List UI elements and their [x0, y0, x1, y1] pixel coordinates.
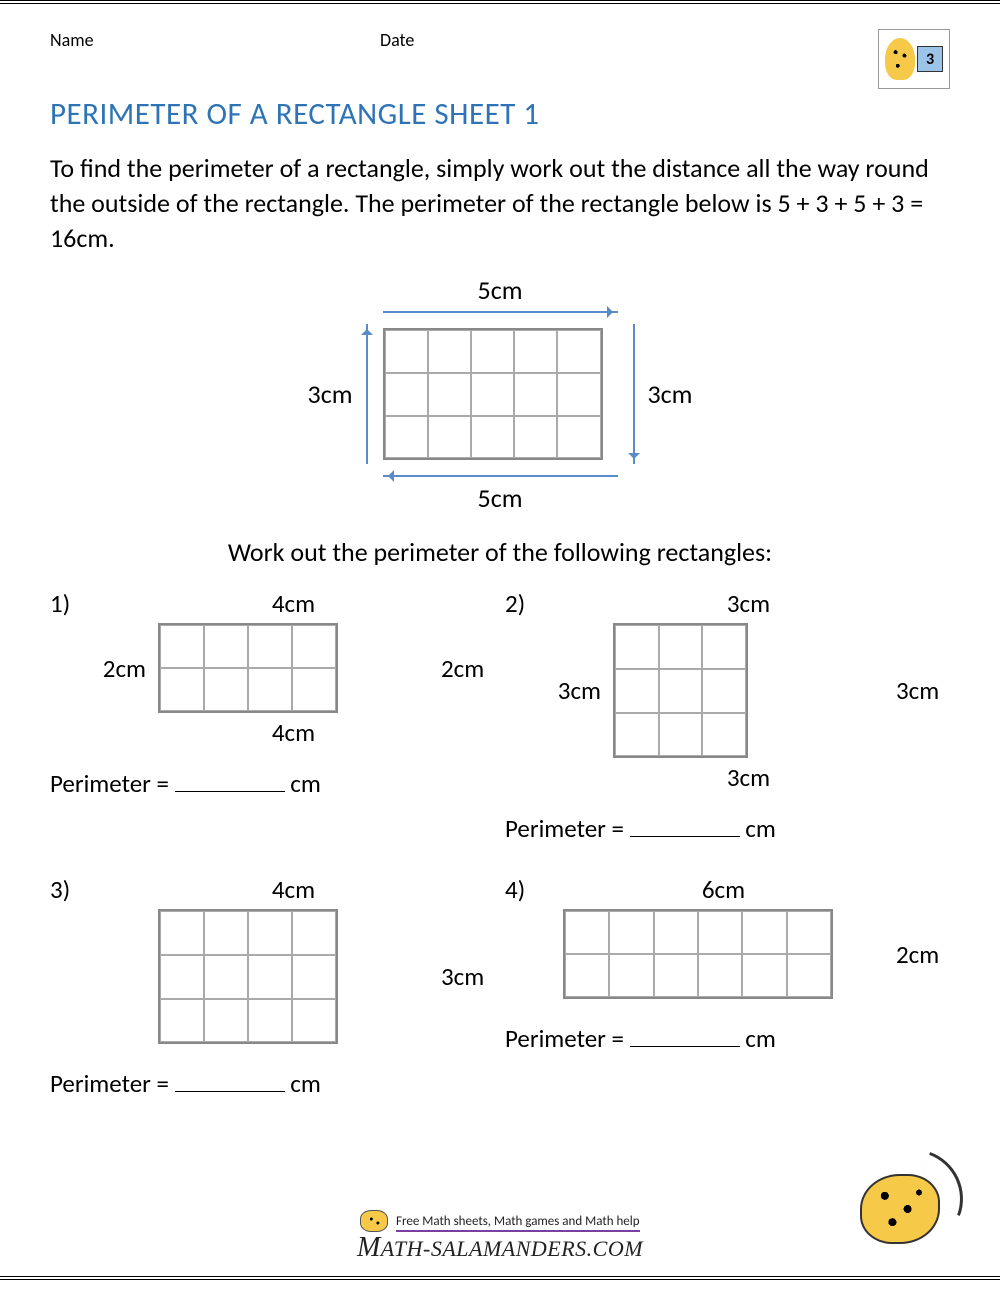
- example-top-label: 5cm: [383, 274, 618, 306]
- answer-blank[interactable]: [630, 1046, 740, 1047]
- answer-prefix: Perimeter =: [505, 1023, 630, 1054]
- problem-4: 4) 6cm 2cm Perimeter = cm: [505, 874, 950, 1099]
- dim-bottom: 4cm: [158, 717, 429, 748]
- problem-number: 1): [50, 588, 86, 619]
- answer-line: Perimeter = cm: [505, 813, 950, 844]
- footer-brand-text: ATH-SALAMANDERS.COM: [381, 1236, 643, 1261]
- problem-number: 4): [505, 874, 541, 905]
- problem-number: 2): [505, 588, 541, 619]
- answer-line: Perimeter = cm: [50, 768, 495, 799]
- brand-logo: 3: [878, 29, 950, 89]
- example-left-label: 3cm: [308, 378, 353, 410]
- answer-prefix: Perimeter =: [505, 813, 630, 844]
- problems-grid: 1) 4cm 2cm 2cm 4cm Perimeter = cm: [50, 588, 950, 1099]
- date-label: Date: [380, 29, 878, 51]
- dim-top: 6cm: [563, 874, 884, 905]
- subtitle: Work out the perimeter of the following …: [50, 536, 950, 568]
- dim-left: 3cm: [547, 675, 607, 706]
- dim-bottom: 3cm: [613, 762, 884, 793]
- footer-brand: MATH-SALAMANDERS.COM: [357, 1232, 643, 1264]
- problem-grid: [613, 623, 748, 758]
- example-bottom-label: 5cm: [383, 482, 618, 514]
- footer: Free Math sheets, Math games and Math he…: [0, 1210, 1000, 1264]
- answer-blank[interactable]: [175, 791, 285, 792]
- salamander-icon: [885, 38, 915, 80]
- answer-suffix: cm: [740, 813, 776, 844]
- page-title: PERIMETER OF A RECTANGLE SHEET 1: [50, 95, 950, 133]
- answer-blank[interactable]: [175, 1091, 285, 1092]
- grade-badge: 3: [917, 46, 943, 72]
- footer-tagline: Free Math sheets, Math games and Math he…: [396, 1214, 640, 1232]
- answer-line: Perimeter = cm: [50, 1068, 495, 1099]
- dim-right: 2cm: [435, 653, 495, 684]
- salamander-mascot-icon: [850, 1144, 970, 1264]
- arrow-up-icon: [361, 324, 373, 464]
- header-row: Name Date 3: [50, 29, 950, 89]
- dim-left: 2cm: [92, 653, 152, 684]
- intro-text: To find the perimeter of a rectangle, si…: [50, 151, 950, 256]
- worksheet-page: Name Date 3 PERIMETER OF A RECTANGLE SHE…: [0, 0, 1000, 1280]
- name-label: Name: [50, 29, 380, 51]
- dim-right: 3cm: [435, 961, 495, 992]
- dim-top: 3cm: [613, 588, 884, 619]
- dim-top: 4cm: [158, 874, 429, 905]
- problem-grid: [563, 909, 833, 999]
- answer-suffix: cm: [740, 1023, 776, 1054]
- dim-right: 3cm: [890, 675, 950, 706]
- salamander-icon: [360, 1210, 388, 1232]
- answer-suffix: cm: [285, 1068, 321, 1099]
- answer-blank[interactable]: [630, 836, 740, 837]
- example-grid: [383, 328, 603, 460]
- dim-top: 4cm: [158, 588, 429, 619]
- problem-3: 3) 4cm 3cm Perimeter: [50, 874, 495, 1099]
- problem-2: 2) 3cm 3cm 3cm 3cm Per: [505, 588, 950, 844]
- dim-right: 2cm: [890, 939, 950, 970]
- problem-grid: [158, 623, 338, 713]
- example-right-label: 3cm: [648, 378, 693, 410]
- answer-prefix: Perimeter =: [50, 1068, 175, 1099]
- example-figure: 5cm 3cm 3cm 5cm: [50, 274, 950, 514]
- problem-1: 1) 4cm 2cm 2cm 4cm Perimeter = cm: [50, 588, 495, 844]
- answer-suffix: cm: [285, 768, 321, 799]
- answer-line: Perimeter = cm: [505, 1023, 950, 1054]
- arrow-left-icon: [383, 470, 618, 482]
- arrow-right-icon: [383, 306, 618, 318]
- problem-grid: [158, 909, 338, 1044]
- arrow-down-icon: [628, 324, 640, 464]
- problem-number: 3): [50, 874, 86, 905]
- answer-prefix: Perimeter =: [50, 768, 175, 799]
